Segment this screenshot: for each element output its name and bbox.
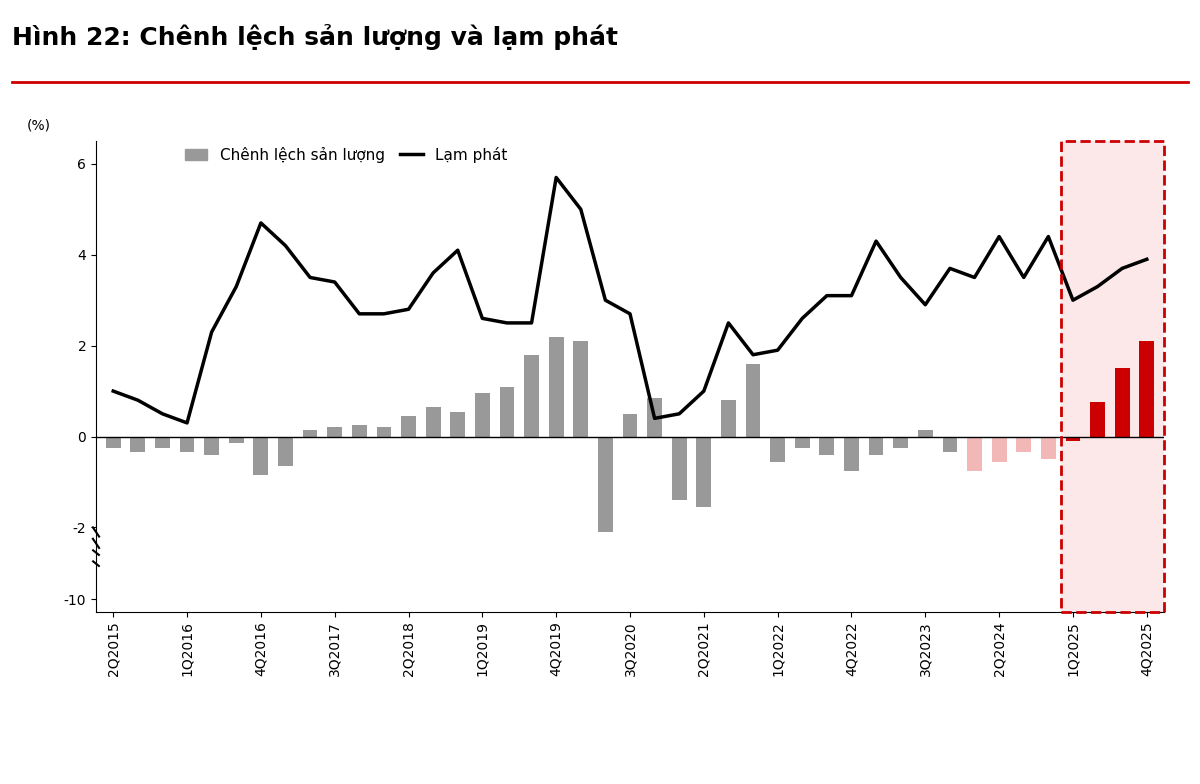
Bar <box>696 437 712 507</box>
Bar <box>1040 437 1056 459</box>
Bar <box>869 437 883 455</box>
Bar <box>1115 368 1129 437</box>
Bar <box>623 414 637 437</box>
Bar <box>598 437 613 532</box>
Legend: Chênh lệch sản lượng, Lạm phát: Chênh lệch sản lượng, Lạm phát <box>179 140 514 169</box>
Bar <box>524 354 539 437</box>
Bar <box>377 427 391 437</box>
Bar <box>1066 437 1080 441</box>
Bar <box>352 425 367 437</box>
Bar <box>328 427 342 437</box>
Bar <box>967 437 982 470</box>
Bar <box>647 398 662 437</box>
Bar <box>721 400 736 437</box>
Bar <box>1090 402 1105 437</box>
Bar <box>574 341 588 437</box>
Bar <box>820 437 834 455</box>
Bar <box>991 437 1007 462</box>
Bar <box>918 430 932 437</box>
Bar <box>155 437 170 448</box>
Bar <box>942 437 958 452</box>
Bar <box>893 437 908 448</box>
Bar <box>1016 437 1031 452</box>
Bar <box>548 336 564 437</box>
Bar <box>794 437 810 448</box>
Bar <box>426 407 440 437</box>
Bar <box>229 437 244 444</box>
Bar <box>1061 141 1164 550</box>
Bar <box>204 437 220 455</box>
Text: (%): (%) <box>26 119 50 133</box>
Bar <box>770 437 785 462</box>
Bar <box>106 437 121 448</box>
Bar <box>499 387 515 437</box>
Bar <box>401 416 416 437</box>
Bar <box>844 437 859 470</box>
Bar <box>180 437 194 452</box>
Bar <box>253 437 269 475</box>
Bar <box>131 437 145 452</box>
Bar <box>450 412 466 437</box>
Bar <box>278 437 293 466</box>
Bar <box>302 430 318 437</box>
Bar <box>475 394 490 437</box>
Text: Hình 22: Chênh lệch sản lượng và lạm phát: Hình 22: Chênh lệch sản lượng và lạm phá… <box>12 24 618 49</box>
Bar <box>745 364 761 437</box>
Bar <box>1139 341 1154 437</box>
Bar <box>672 437 686 500</box>
Bar <box>1061 550 1164 612</box>
